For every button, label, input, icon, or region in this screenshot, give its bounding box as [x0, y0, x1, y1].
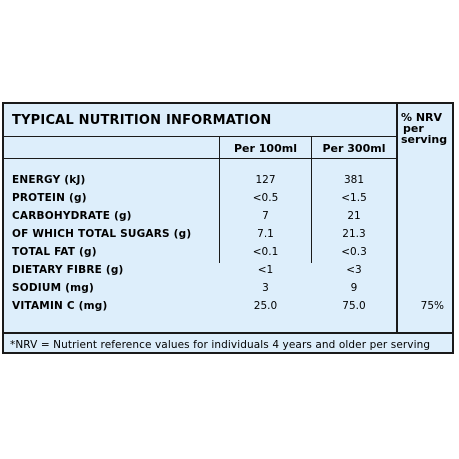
column-header-per-300ml: Per 300ml	[322, 142, 386, 155]
row-protein-per300: <1.5	[341, 192, 367, 204]
row-label-energy: ENERGY (kJ)	[12, 174, 86, 186]
row-sugars-per300: 21.3	[342, 228, 366, 240]
divider-nrv-column	[396, 104, 398, 334]
row-dietary-fibre-per100: <1	[257, 264, 274, 276]
divider-per100-column	[219, 136, 220, 263]
row-label-protein: PROTEIN (g)	[12, 192, 87, 204]
row-total-fat-per300: <0.3	[341, 246, 367, 258]
divider-per300-column	[311, 136, 312, 263]
row-total-fat-per100: <0.1	[252, 246, 279, 258]
row-label-carbohydrate: CARBOHYDRATE (g)	[12, 210, 132, 222]
nutrition-table: TYPICAL NUTRITION INFORMATION Per 100ml …	[2, 102, 454, 354]
row-protein-per100: <0.5	[252, 192, 279, 204]
row-energy-per100: 127	[255, 174, 276, 186]
column-header-per-100ml: Per 100ml	[234, 142, 297, 155]
row-label-sodium: SODIUM (mg)	[12, 282, 94, 294]
row-label-dietary-fibre: DIETARY FIBRE (g)	[12, 264, 124, 276]
row-label-total-fat: TOTAL FAT (g)	[12, 246, 97, 258]
row-carbohydrate-per300: 21	[347, 210, 361, 222]
column-header-nrv: % NRV	[401, 111, 443, 124]
row-dietary-fibre-per300: <3	[346, 264, 362, 276]
column-header-nrv-serving: serving	[401, 133, 448, 146]
row-vitamin-c-nrv: 75%	[420, 300, 444, 312]
row-label-sugars: OF WHICH TOTAL SUGARS (g)	[12, 228, 192, 240]
row-vitamin-c-per100: 25.0	[253, 300, 278, 312]
row-sodium-per100: 3	[262, 282, 269, 294]
row-carbohydrate-per100: 7	[262, 210, 269, 222]
row-sugars-per100: 7.1	[257, 228, 274, 240]
divider-column-headers	[4, 158, 396, 159]
row-label-vitamin-c: VITAMIN C (mg)	[12, 300, 108, 312]
column-header-nrv-per: per	[403, 122, 424, 135]
table-title: TYPICAL NUTRITION INFORMATION	[12, 113, 272, 128]
row-vitamin-c-per300: 75.0	[342, 300, 366, 312]
footnote: *NRV = Nutrient reference values for ind…	[10, 339, 431, 351]
row-energy-per300: 381	[343, 174, 365, 186]
divider-title	[4, 136, 396, 137]
row-sodium-per300: 9	[350, 282, 358, 294]
divider-footnote	[4, 332, 452, 334]
